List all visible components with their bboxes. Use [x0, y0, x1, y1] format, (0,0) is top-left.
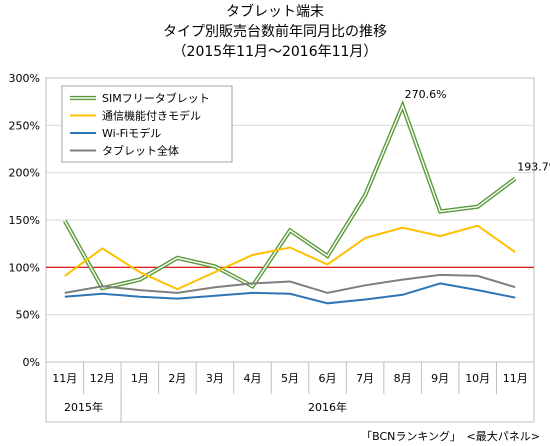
- x-tick-label: 1月: [131, 372, 149, 385]
- y-tick-label: 50%: [16, 309, 40, 322]
- x-tick-label: 11月: [52, 372, 77, 385]
- legend-label: タブレット全体: [102, 144, 179, 158]
- series-line-1: [64, 224, 516, 291]
- x-tick-label: 2月: [168, 372, 186, 385]
- y-tick-label: 200%: [9, 167, 40, 180]
- x-tick-label: 5月: [281, 372, 299, 385]
- year-label: 2016年: [308, 400, 347, 414]
- data-label: 270.6%: [405, 88, 447, 101]
- series-line-3: [64, 273, 516, 294]
- y-tick-label: 0%: [23, 356, 40, 369]
- legend-label: 通信機能付きモデル: [102, 109, 201, 123]
- y-tick-label: 100%: [9, 261, 40, 274]
- x-tick-label: 11月: [503, 372, 528, 385]
- series-line-2: [64, 282, 516, 305]
- x-tick-label: 3月: [206, 372, 224, 385]
- x-tick-label: 8月: [394, 372, 412, 385]
- year-label: 2015年: [64, 400, 103, 414]
- title-line-3: （2015年11月～2016年11月）: [172, 44, 378, 60]
- plot-area: [45, 77, 535, 363]
- x-tick-label: 6月: [319, 372, 337, 385]
- title-line-1: タブレット端末: [226, 4, 324, 20]
- series-line-inner-0: [64, 103, 516, 289]
- x-tick-label: 7月: [356, 372, 374, 385]
- data-label: 193.7%: [517, 161, 550, 174]
- title-line-2: タイプ別販売台数前年同月比の推移: [163, 24, 387, 40]
- legend-label: Wi-Fiモデル: [102, 126, 161, 140]
- y-tick-label: 150%: [9, 214, 40, 227]
- chart-title: タブレット端末 タイプ別販売台数前年同月比の推移 （2015年11月～2016年…: [0, 2, 550, 62]
- source-note: 「BCNランキング」 <最大パネル>: [361, 430, 540, 443]
- y-tick-label: 300%: [9, 72, 40, 85]
- x-tick-label: 12月: [90, 372, 115, 385]
- x-tick-label: 10月: [465, 372, 490, 385]
- y-tick-label: 250%: [9, 119, 40, 132]
- x-tick-label: 9月: [431, 372, 449, 385]
- legend-label: SIMフリータブレット: [102, 91, 210, 105]
- x-tick-label: 4月: [243, 372, 261, 385]
